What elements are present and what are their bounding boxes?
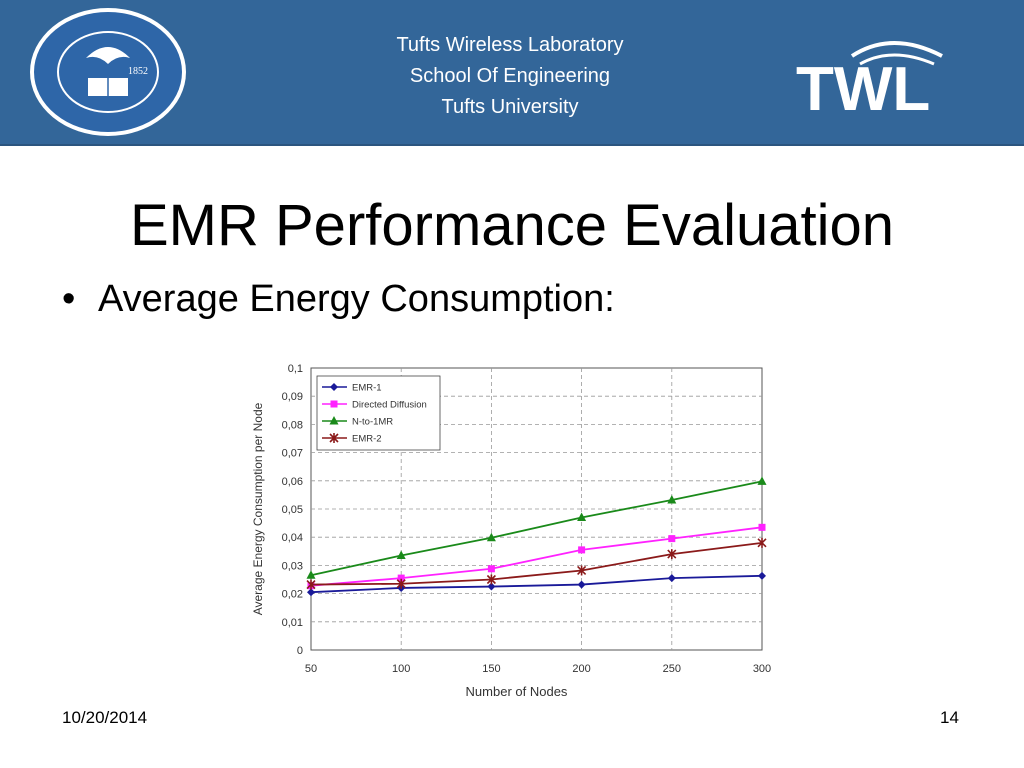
data-point [330, 400, 338, 408]
data-point [577, 580, 586, 589]
y-tick-label: 0,08 [282, 419, 303, 431]
data-point [758, 571, 766, 580]
y-axis-label: Average Energy Consumption per Node [251, 402, 265, 615]
data-point [306, 570, 316, 579]
data-point [578, 546, 586, 554]
y-tick-label: 0,07 [282, 448, 303, 460]
energy-chart: 0 0,01 0,02 0,03 0,04 0,05 0,06 0,07 0,08 0,09 0,1… [251, 363, 771, 699]
data-point [486, 574, 496, 585]
x-tick-label: 200 [572, 663, 590, 675]
header-banner: 1852 Tufts Wireless Laboratory School Of… [0, 0, 1024, 146]
slide-title: EMR Performance Evaluation [130, 193, 894, 258]
data-point [487, 582, 496, 591]
y-tick-label: 0 [297, 645, 303, 657]
bullet-item: • Average Energy Consumption: [62, 278, 615, 321]
data-point [487, 565, 495, 573]
header-line-lab: Tufts Wireless Laboratory [396, 34, 624, 56]
y-tick-label: 0,04 [282, 532, 303, 544]
x-tick-label: 50 [305, 663, 317, 675]
y-tick-label: 0,02 [282, 589, 303, 601]
data-point [577, 512, 587, 521]
data-point [396, 550, 406, 560]
y-tick-label: 0,05 [282, 504, 303, 516]
data-point [330, 383, 338, 391]
x-tick-label: 150 [482, 663, 500, 675]
seal-year: 1852 [128, 66, 148, 77]
bullet-text: Average Energy Consumption: [98, 278, 615, 320]
data-point [486, 532, 496, 542]
legend-label: N-to-1MR [352, 417, 393, 428]
university-seal-icon: 1852 [30, 8, 186, 136]
data-point [577, 565, 587, 576]
series-line [310, 480, 763, 577]
y-tick-label: 0,09 [282, 391, 303, 403]
data-point [396, 578, 406, 589]
bullet-dot: • [62, 278, 76, 320]
twl-logo-icon: TWL [796, 41, 943, 118]
twl-logo-text: TWL [796, 55, 930, 118]
header-line-school: School Of Engineering [409, 65, 611, 87]
data-point [667, 574, 676, 583]
series-line [310, 526, 763, 587]
data-point [668, 535, 676, 543]
y-tick-label: 0,06 [282, 476, 303, 488]
x-tick-label: 250 [663, 663, 681, 675]
y-tick-label: 0,01 [282, 617, 303, 629]
data-point [667, 494, 677, 504]
x-axis-label: Number of Nodes [466, 684, 568, 699]
legend-label: EMR-2 [352, 434, 382, 445]
header-line-university: Tufts University [441, 96, 579, 118]
data-point [307, 588, 315, 597]
footer-date: 10/20/2014 [62, 708, 148, 727]
legend-label: EMR-1 [352, 383, 382, 394]
data-point [757, 476, 767, 485]
series-line [310, 574, 763, 594]
x-tick-label: 300 [753, 663, 771, 675]
y-tick-label: 0,1 [288, 363, 303, 375]
data-point [329, 416, 339, 425]
data-point [757, 537, 767, 548]
header-text: Tufts Wireless Laboratory School Of Engi… [360, 30, 660, 123]
x-tick-label: 100 [392, 663, 410, 675]
data-point [667, 549, 677, 560]
data-point [758, 523, 766, 531]
data-point [329, 433, 339, 443]
data-point [397, 574, 405, 582]
page-number: 14 [940, 708, 959, 727]
y-tick-label: 0,03 [282, 560, 303, 572]
legend-label: Directed Diffusion [352, 400, 427, 411]
data-point [306, 579, 316, 590]
series-line [310, 541, 763, 586]
